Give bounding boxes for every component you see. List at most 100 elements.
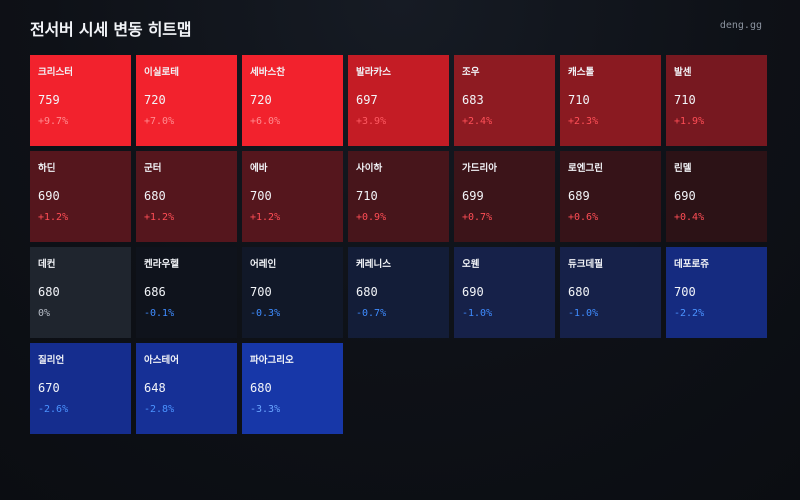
server-tile[interactable]: 에바 700 +1.2% — [242, 151, 343, 242]
server-tile[interactable]: 오웬 690 -1.0% — [454, 247, 555, 338]
server-price: 683 — [462, 93, 484, 107]
server-price: 720 — [144, 93, 166, 107]
server-price: 697 — [356, 93, 378, 107]
server-change: +2.3% — [568, 116, 599, 127]
server-tile[interactable]: 데컨 680 0% — [30, 247, 131, 338]
server-change: +2.4% — [462, 116, 493, 127]
server-name: 데포로쥬 — [674, 259, 709, 270]
server-name: 이실로테 — [144, 67, 179, 78]
server-name: 발센 — [674, 67, 692, 78]
server-change: +1.2% — [250, 212, 281, 223]
server-tile[interactable]: 하딘 690 +1.2% — [30, 151, 131, 242]
server-tile[interactable]: 케레니스 680 -0.7% — [348, 247, 449, 338]
server-price: 759 — [38, 93, 60, 107]
server-price: 710 — [568, 93, 590, 107]
page-header: 전서버 시세 변동 히트맵 deng.gg — [30, 16, 770, 42]
server-change: +0.7% — [462, 212, 493, 223]
server-price: 686 — [144, 285, 166, 299]
server-name: 케레니스 — [356, 259, 391, 270]
server-tile[interactable]: 세바스찬 720 +6.0% — [242, 55, 343, 146]
server-name: 발라카스 — [356, 67, 391, 78]
server-change: +0.9% — [356, 212, 387, 223]
server-price: 689 — [568, 189, 590, 203]
heatmap-grid: 크리스터 759 +9.7% 이실로테 720 +7.0% 세바스찬 720 +6.0% 발라카스… — [30, 55, 770, 434]
server-change: +6.0% — [250, 116, 281, 127]
server-change: +3.9% — [356, 116, 387, 127]
server-name: 듀크데필 — [568, 259, 603, 270]
server-price: 690 — [38, 189, 60, 203]
server-price: 680 — [568, 285, 590, 299]
server-name: 에바 — [250, 163, 268, 174]
server-tile[interactable]: 가드리아 699 +0.7% — [454, 151, 555, 242]
server-price: 700 — [250, 285, 272, 299]
server-price: 700 — [250, 189, 272, 203]
server-name: 하딘 — [38, 163, 56, 174]
server-change: -0.3% — [250, 308, 281, 319]
server-price: 690 — [462, 285, 484, 299]
server-name: 린델 — [674, 163, 692, 174]
server-change: +1.9% — [674, 116, 705, 127]
server-name: 어레인 — [250, 259, 277, 270]
server-tile[interactable]: 사이하 710 +0.9% — [348, 151, 449, 242]
server-name: 가드리아 — [462, 163, 497, 174]
server-name: 로엔그린 — [568, 163, 603, 174]
server-price: 700 — [674, 285, 696, 299]
server-price: 680 — [38, 285, 60, 299]
server-price: 680 — [250, 381, 272, 395]
server-name: 데컨 — [38, 259, 56, 270]
brand-label: deng.gg — [719, 20, 762, 31]
server-price: 648 — [144, 381, 166, 395]
server-price: 670 — [38, 381, 60, 395]
server-change: +0.6% — [568, 212, 599, 223]
server-tile[interactable]: 발라카스 697 +3.9% — [348, 55, 449, 146]
server-name: 파아그리오 — [250, 355, 294, 366]
server-price: 680 — [144, 189, 166, 203]
server-change: -0.7% — [356, 308, 387, 319]
server-tile[interactable]: 발센 710 +1.9% — [666, 55, 767, 146]
server-tile[interactable]: 질리언 670 -2.6% — [30, 343, 131, 434]
server-change: -2.8% — [144, 404, 175, 415]
server-tile[interactable]: 군터 680 +1.2% — [136, 151, 237, 242]
server-price: 699 — [462, 189, 484, 203]
page-title: 전서버 시세 변동 히트맵 — [30, 20, 192, 39]
server-change: 0% — [38, 308, 51, 319]
server-price: 720 — [250, 93, 272, 107]
server-tile[interactable]: 어레인 700 -0.3% — [242, 247, 343, 338]
server-tile[interactable]: 로엔그린 689 +0.6% — [560, 151, 661, 242]
server-name: 켄라우헬 — [144, 259, 179, 270]
server-change: -2.2% — [674, 308, 705, 319]
server-name: 사이하 — [356, 163, 383, 174]
server-change: -3.3% — [250, 404, 281, 415]
server-tile[interactable]: 아스테어 648 -2.8% — [136, 343, 237, 434]
server-tile[interactable]: 이실로테 720 +7.0% — [136, 55, 237, 146]
server-name: 조우 — [462, 67, 480, 78]
server-change: -0.1% — [144, 308, 175, 319]
server-tile[interactable]: 파아그리오 680 -3.3% — [242, 343, 343, 434]
server-name: 캐스톨 — [568, 67, 595, 78]
server-change: +7.0% — [144, 116, 175, 127]
server-tile[interactable]: 켄라우헬 686 -0.1% — [136, 247, 237, 338]
server-tile[interactable]: 듀크데필 680 -1.0% — [560, 247, 661, 338]
server-tile[interactable]: 조우 683 +2.4% — [454, 55, 555, 146]
server-change: +1.2% — [38, 212, 69, 223]
server-name: 오웬 — [462, 259, 480, 270]
server-name: 질리언 — [38, 355, 65, 366]
server-price: 710 — [356, 189, 378, 203]
server-change: +0.4% — [674, 212, 705, 223]
server-change: -1.0% — [568, 308, 599, 319]
server-tile[interactable]: 크리스터 759 +9.7% — [30, 55, 131, 146]
server-change: -1.0% — [462, 308, 493, 319]
server-name: 아스테어 — [144, 355, 179, 366]
server-price: 690 — [674, 189, 696, 203]
server-change: -2.6% — [38, 404, 69, 415]
server-name: 세바스찬 — [250, 67, 285, 78]
server-tile[interactable]: 캐스톨 710 +2.3% — [560, 55, 661, 146]
server-change: +1.2% — [144, 212, 175, 223]
server-name: 크리스터 — [38, 67, 73, 78]
server-price: 680 — [356, 285, 378, 299]
server-name: 군터 — [144, 163, 162, 174]
server-tile[interactable]: 데포로쥬 700 -2.2% — [666, 247, 767, 338]
server-price: 710 — [674, 93, 696, 107]
server-change: +9.7% — [38, 116, 69, 127]
server-tile[interactable]: 린델 690 +0.4% — [666, 151, 767, 242]
